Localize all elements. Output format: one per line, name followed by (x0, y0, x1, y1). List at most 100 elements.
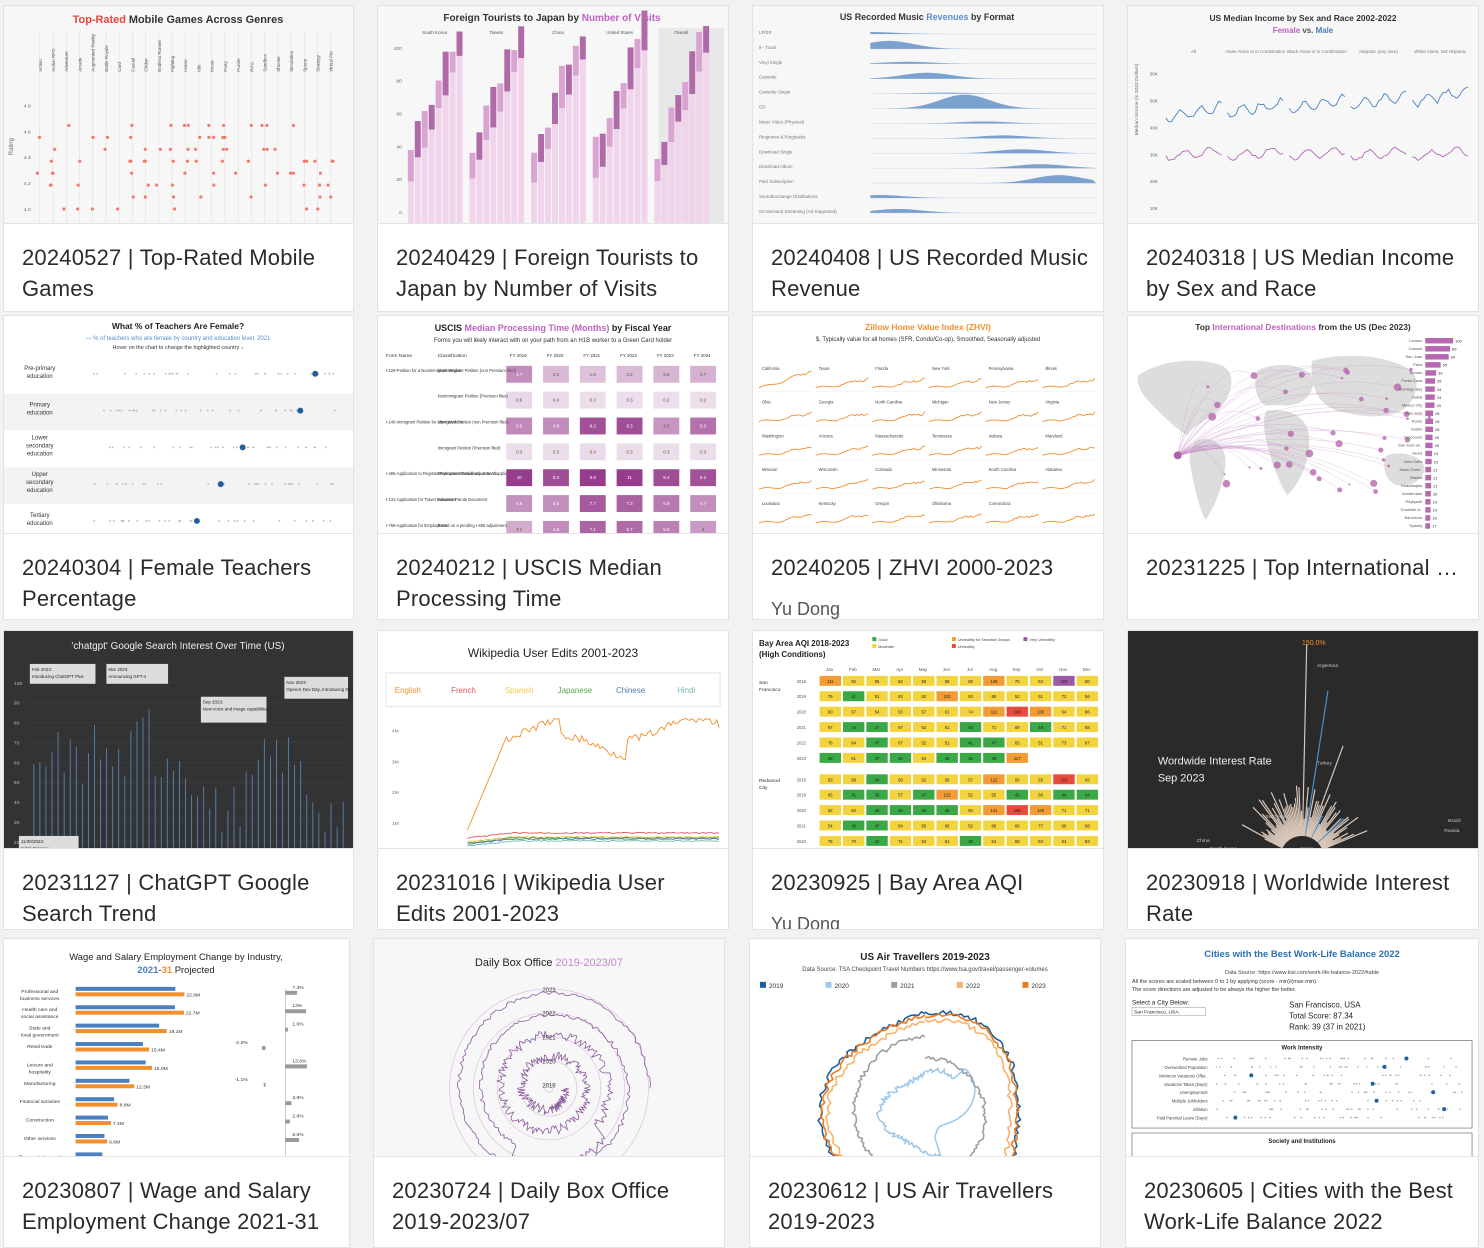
waterfall-base (449, 72, 456, 223)
card-title[interactable]: 20231016 | Wikipedia User Edits 2001-202… (396, 870, 665, 926)
rate-spoke (1270, 829, 1287, 844)
card-title[interactable]: 20230807 | Wage and Salary Employment Ch… (22, 1178, 320, 1234)
city-label: Sydney (1409, 523, 1422, 528)
waterfall-base (565, 94, 572, 223)
gallery-card-bay-area-aqi[interactable]: Bay Area AQI 2018-2023 (High Conditions)… (752, 630, 1104, 930)
aqi-cell (1006, 835, 1028, 846)
card-title[interactable]: 20240527 | Top-Rated Mobile Games (22, 245, 316, 301)
rate-spoke (1298, 787, 1302, 836)
gallery-card-mobile-games[interactable]: Top-Rated Mobile Games Across Genres Act… (3, 5, 354, 312)
card-title[interactable]: 20240318 | US Median Income by Sex and R… (1146, 245, 1455, 301)
card-title[interactable]: 20230612 | US Air Travellers 2019-2023 (768, 1178, 1054, 1234)
city-dot (1321, 1108, 1323, 1110)
genre-label: Augmented Reality (91, 33, 96, 72)
gallery-card-box-office[interactable]: Daily Box Office 2019-2023/07 2023 2022 20… (373, 938, 725, 1248)
aqi-cell (889, 774, 912, 785)
country-dot (135, 409, 138, 412)
genre-label: Endless Runner (157, 39, 162, 71)
city-label: Francisco (759, 687, 781, 693)
y-tick: 10K (1150, 206, 1158, 211)
wage-bar-2021 (75, 1152, 103, 1156)
city-dot (1377, 1066, 1379, 1068)
aqi-value: 45 (968, 756, 973, 761)
gallery-card-destinations[interactable]: Top International Destinations from the … (1127, 315, 1479, 620)
gallery-card-work-life[interactable]: Cities with the Best Work-Life Balance 2… (1125, 938, 1479, 1248)
country-dot (178, 520, 180, 522)
gallery-card-median-income[interactable]: US Median Income by Sex and Race 2002-20… (1127, 5, 1479, 312)
cell-value: 4.8 (553, 423, 560, 428)
legend-swatch (825, 981, 832, 988)
rate-spoke (1305, 789, 1316, 837)
gallery-card-wikipedia[interactable]: Wikipedia User Edits 2001-2023 English Fr… (377, 630, 729, 930)
city-label: Punta Cana (1401, 378, 1423, 383)
rating-dot (130, 171, 134, 175)
aqi-value: 68 (1038, 793, 1043, 798)
city-dot (1410, 1091, 1412, 1094)
card-title[interactable]: 20230925 | Bay Area AQI (771, 870, 1024, 895)
aqi-cell (936, 789, 958, 800)
waterfall-bar (627, 47, 634, 90)
gallery-card-chatgpt[interactable]: 'chatgpt' Google Search Interest Over Ti… (3, 630, 354, 930)
gallery-card-japan-tourists[interactable]: Foreign Tourists to Japan by Number of V… (377, 5, 729, 312)
waterfall-bar (613, 91, 620, 130)
gallery-card-music-revenue[interactable]: US Recorded Music Revenues by Format LP/… (752, 5, 1104, 312)
rating-dot (326, 183, 330, 187)
y-tick: 60K (1150, 72, 1158, 77)
aqi-cell (819, 706, 841, 717)
state-label: Minnesota (932, 467, 952, 472)
gallery-card-wage-employment[interactable]: Wage and Salary Employment Change by Ind… (3, 938, 350, 1248)
cell-value: 9.8 (590, 475, 597, 480)
city-dot (1319, 1091, 1322, 1094)
card-title[interactable]: 20240429 | Foreign Tourists to Japan by … (396, 245, 699, 301)
country-dot (144, 483, 147, 486)
gallery-card-female-teachers[interactable]: What % of Teachers Are Female? — % of te… (3, 315, 354, 620)
destination-bar (1425, 426, 1434, 433)
card-title[interactable]: 20240212 | USCIS Median Processing Time (396, 555, 662, 611)
gallery-card-interest-rate[interactable]: 150.0% Wordwide Interest Rate Sep 2023 A… (1127, 630, 1479, 930)
aqi-value: 71 (1062, 725, 1067, 730)
industry-label: Construction (26, 1118, 54, 1124)
processing-cell (690, 520, 717, 533)
aqi-value: 48 (828, 756, 833, 761)
card-title[interactable]: 20231127 | ChatGPT Google Search Trend (22, 870, 310, 926)
card-title[interactable]: 20230918 | Worldwide Interest Rate (1146, 870, 1450, 926)
card-title[interactable]: 20240304 | Female Teachers Percentage (22, 555, 312, 611)
card-title[interactable]: 20231225 | Top International Destination… (1146, 555, 1466, 580)
card-title[interactable]: 20230605 | Cities with the Best Work-Lif… (1144, 1178, 1454, 1234)
waterfall-base (490, 127, 497, 223)
zhvi-line (872, 514, 925, 524)
gallery-card-zhvi[interactable]: Zillow Home Value Index (ZHVI) $, Typica… (752, 315, 1104, 620)
city-select[interactable] (1131, 1007, 1206, 1016)
month-header: Jan (826, 667, 834, 672)
rating-dot (170, 183, 174, 187)
country-dot (286, 372, 289, 375)
y-tick: 90 (14, 701, 20, 707)
aqi-value: 44 (851, 725, 856, 730)
cell-value: 0.3 (553, 449, 560, 454)
card-title[interactable]: 20240408 | US Recorded Music Revenue (771, 245, 1089, 301)
format-label: CD (759, 105, 766, 110)
destination-dot (1298, 371, 1305, 378)
city-dot (1247, 1099, 1249, 1102)
waterfall-bar (668, 107, 675, 143)
aqi-value: 86 (1085, 710, 1090, 715)
card-title[interactable]: 20230724 | Daily Box Office 2019-2023/07 (392, 1178, 670, 1234)
rate-spoke (1268, 834, 1285, 846)
flight-arc (1177, 445, 1262, 469)
destination-dot (1337, 487, 1343, 493)
processing-cell (506, 417, 533, 435)
city-dot (1233, 1091, 1236, 1094)
destination-dot (1305, 449, 1314, 458)
aqi-value: 47 (875, 740, 880, 745)
gallery-card-uscis[interactable]: USCIS Median Processing Time (Months) by… (377, 315, 729, 620)
male-line (1165, 100, 1222, 123)
gallery-card-air-travellers[interactable]: US Air Travellers 2019-2023 Data Source:… (749, 938, 1101, 1248)
rate-spoke (1308, 745, 1344, 838)
edits-line (467, 718, 720, 831)
processing-cell (579, 443, 606, 461)
rating-dot (246, 159, 251, 163)
card-title[interactable]: 20240205 | ZHVI 2000-2023 (771, 555, 1054, 580)
aqi-value: 60 (968, 808, 973, 813)
country-dot (189, 446, 191, 449)
rate-spoke (1314, 812, 1337, 841)
